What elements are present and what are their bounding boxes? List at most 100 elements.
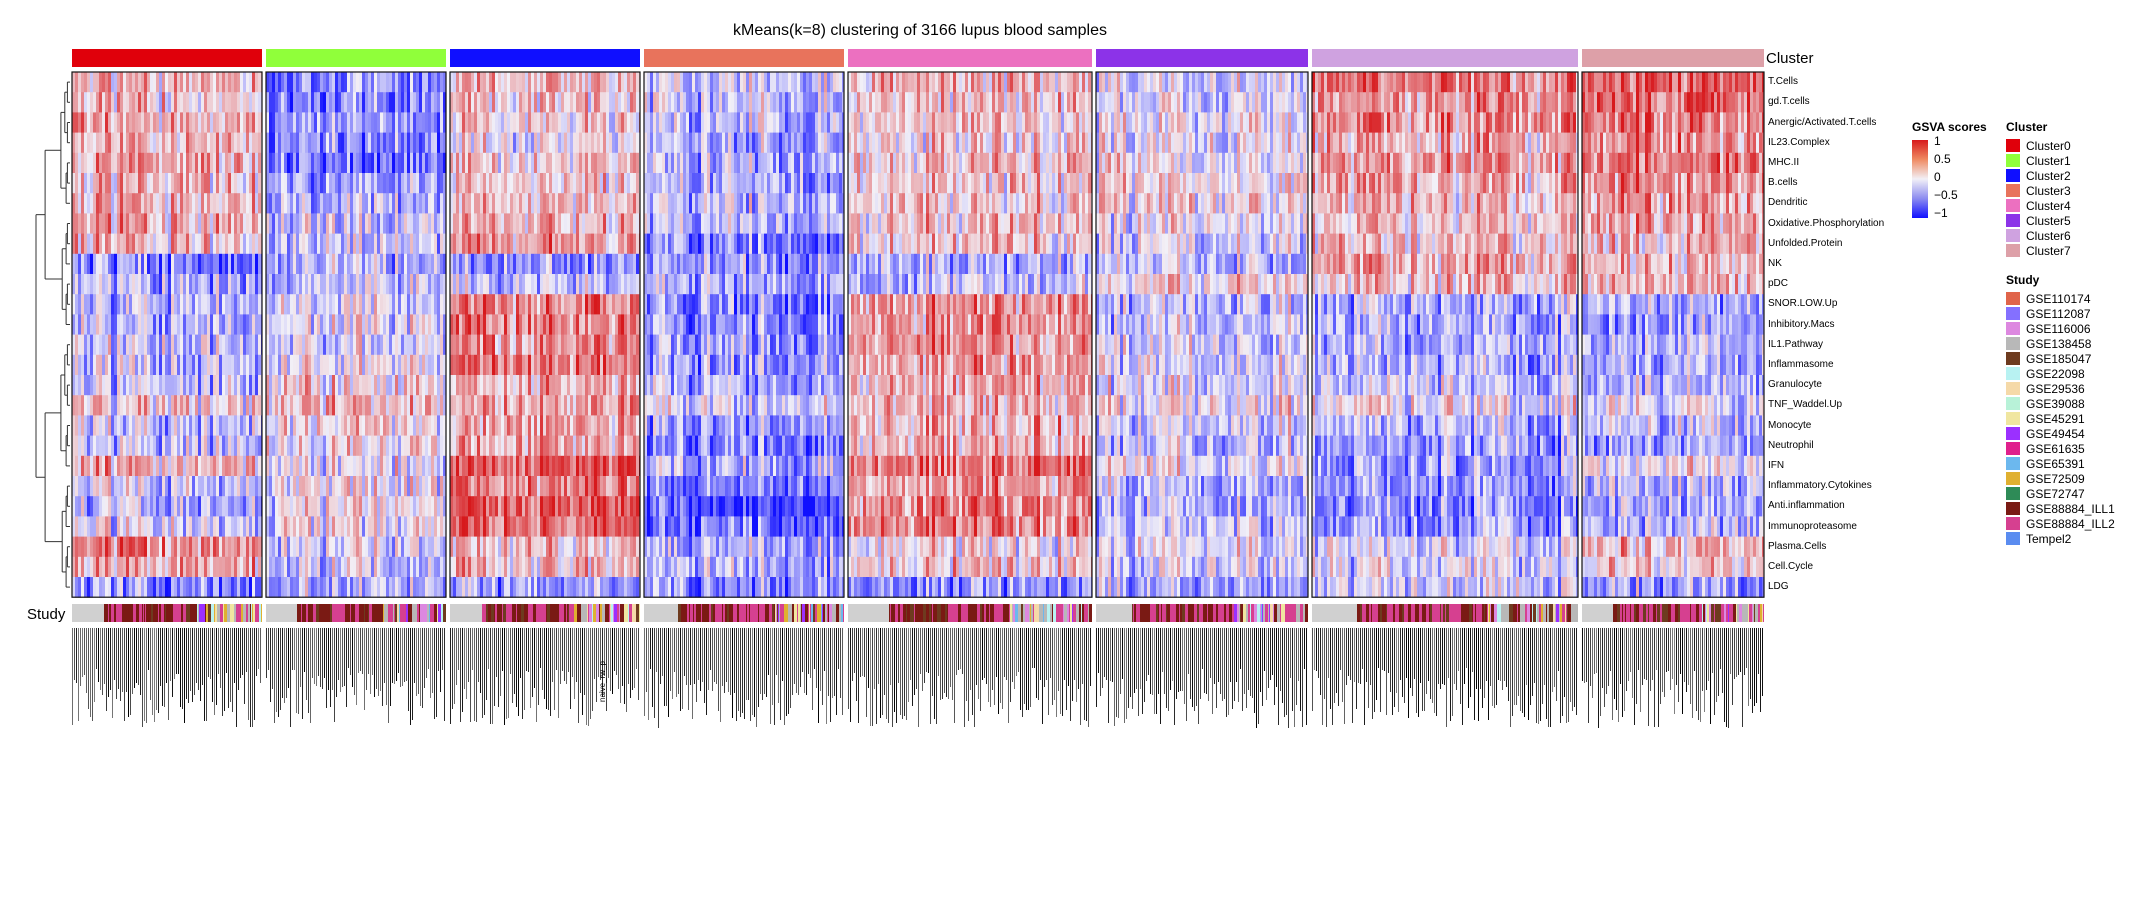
heatmap-cell xyxy=(102,375,105,396)
heatmap-cell xyxy=(138,335,141,356)
heatmap-cell xyxy=(456,537,459,558)
heatmap-cell xyxy=(353,294,356,315)
heatmap-cell xyxy=(293,516,296,537)
heatmap-cell xyxy=(416,436,419,457)
heatmap-cell xyxy=(600,173,603,194)
heatmap-cell xyxy=(183,234,186,255)
heatmap-cell xyxy=(434,72,437,93)
heatmap-cell xyxy=(624,456,627,477)
heatmap-cell xyxy=(606,496,609,517)
heatmap-cell xyxy=(320,476,323,497)
heatmap-cell xyxy=(377,294,380,315)
heatmap-cell xyxy=(359,254,362,275)
heatmap-cell xyxy=(272,415,275,436)
heatmap-cell xyxy=(153,72,156,93)
heatmap-cell xyxy=(374,112,377,133)
heatmap-cell xyxy=(335,314,338,335)
heatmap-cell xyxy=(201,436,204,457)
heatmap-cell xyxy=(540,456,543,477)
heatmap-cell xyxy=(102,234,105,255)
heatmap-cell xyxy=(243,456,246,477)
heatmap-cell xyxy=(618,496,621,517)
heatmap-cell xyxy=(87,112,90,133)
heatmap-cell xyxy=(627,274,630,295)
heatmap-cell xyxy=(144,537,147,558)
heatmap-cell xyxy=(258,314,261,335)
heatmap-cell xyxy=(290,193,293,214)
heatmap-cell xyxy=(314,375,317,396)
heatmap-cell xyxy=(228,92,231,113)
heatmap-cell xyxy=(462,153,465,174)
heatmap-cell xyxy=(341,335,344,356)
heatmap-cell xyxy=(504,274,507,295)
heatmap-cell xyxy=(480,234,483,255)
heatmap-cell xyxy=(380,476,383,497)
heatmap-cell xyxy=(338,395,341,416)
heatmap-cell xyxy=(618,395,621,416)
heatmap-cell xyxy=(144,254,147,275)
heatmap-cell xyxy=(329,112,332,133)
heatmap-cell xyxy=(621,516,624,537)
heatmap-cell xyxy=(272,274,275,295)
heatmap-cell xyxy=(389,213,392,234)
heatmap-cell xyxy=(398,395,401,416)
heatmap-cell xyxy=(582,395,585,416)
heatmap-cell xyxy=(392,274,395,295)
heatmap-cell xyxy=(99,577,102,598)
heatmap-cell xyxy=(633,234,636,255)
heatmap-cell xyxy=(117,516,120,537)
heatmap-cell xyxy=(234,537,237,558)
heatmap-cell xyxy=(174,516,177,537)
heatmap-cell xyxy=(96,516,99,537)
heatmap-cell xyxy=(207,456,210,477)
heatmap-cell xyxy=(162,496,165,517)
heatmap-cell xyxy=(272,537,275,558)
heatmap-cell xyxy=(168,153,171,174)
heatmap-cell xyxy=(528,274,531,295)
heatmap-cell xyxy=(392,254,395,275)
heatmap-cell xyxy=(528,476,531,497)
heatmap-cell xyxy=(543,456,546,477)
heatmap-cell xyxy=(627,254,630,275)
heatmap-cell xyxy=(258,294,261,315)
heatmap-cell xyxy=(347,213,350,234)
heatmap-cell xyxy=(410,577,413,598)
heatmap-cell xyxy=(278,72,281,93)
heatmap-cell xyxy=(237,234,240,255)
heatmap-cell xyxy=(407,294,410,315)
heatmap-cell xyxy=(162,153,165,174)
heatmap-cell xyxy=(371,537,374,558)
heatmap-cell xyxy=(404,112,407,133)
heatmap-cell xyxy=(120,355,123,376)
heatmap-cell xyxy=(434,314,437,335)
heatmap-cell xyxy=(624,193,627,214)
heatmap-cell xyxy=(480,577,483,598)
heatmap-cell xyxy=(513,153,516,174)
heatmap-cell xyxy=(365,496,368,517)
heatmap-cell xyxy=(609,274,612,295)
heatmap-cell xyxy=(284,496,287,517)
heatmap-cell xyxy=(213,153,216,174)
heatmap-cell xyxy=(228,112,231,133)
heatmap-cell xyxy=(416,92,419,113)
heatmap-cell xyxy=(272,92,275,113)
heatmap-cell xyxy=(386,112,389,133)
heatmap-cell xyxy=(311,395,314,416)
heatmap-cell xyxy=(398,234,401,255)
heatmap-cell xyxy=(528,254,531,275)
heatmap-cell xyxy=(471,375,474,396)
heatmap-cell xyxy=(210,274,213,295)
heatmap-cell xyxy=(389,335,392,356)
heatmap-cell xyxy=(102,516,105,537)
heatmap-cell xyxy=(546,537,549,558)
heatmap-cell xyxy=(108,496,111,517)
heatmap-cell xyxy=(84,335,87,356)
heatmap-cell xyxy=(410,456,413,477)
heatmap-cell xyxy=(534,173,537,194)
heatmap-cell xyxy=(585,375,588,396)
heatmap-cell xyxy=(594,395,597,416)
heatmap-cell xyxy=(540,415,543,436)
heatmap-cell xyxy=(534,577,537,598)
heatmap-cell xyxy=(78,193,81,214)
heatmap-cell xyxy=(398,92,401,113)
